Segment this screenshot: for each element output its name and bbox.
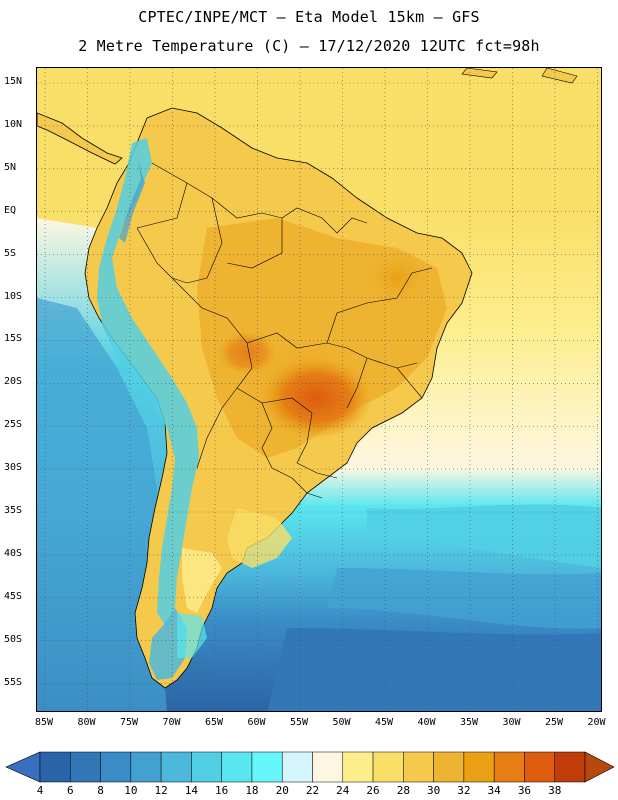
colorbar-tick-label: 4 xyxy=(36,784,44,797)
lat-label: 10S xyxy=(4,290,23,302)
lat-label: 15S xyxy=(4,333,23,345)
colorbar-swatch xyxy=(312,751,344,783)
colorbar-tick-label: 32 xyxy=(457,784,471,797)
colorbar-tick-label: 38 xyxy=(548,784,562,797)
lat-label: 55S xyxy=(4,676,23,688)
colorbar-tick-label: 20 xyxy=(275,784,289,797)
colorbar-tick-label: 10 xyxy=(124,784,138,797)
lat-label: 5S xyxy=(4,247,17,259)
colorbar-swatch xyxy=(554,751,586,783)
colorbar-under-arrow xyxy=(5,751,41,783)
colorbar-tick-label: 34 xyxy=(487,784,501,797)
colorbar-tick-label: 30 xyxy=(426,784,441,797)
lon-label: 55W xyxy=(289,717,309,728)
lat-label: EQ xyxy=(4,204,17,216)
colorbar-swatch xyxy=(493,751,525,783)
lon-label: 70W xyxy=(162,717,181,728)
colorbar-swatch xyxy=(39,751,71,783)
colorbar-tick-label: 14 xyxy=(184,784,198,797)
colorbar-swatch xyxy=(100,751,132,783)
lon-label: 20W xyxy=(587,717,606,728)
colorbar-swatch xyxy=(281,751,313,783)
colorbar-tick-label: 36 xyxy=(517,784,532,797)
lat-label: 40S xyxy=(4,547,23,559)
lat-label: 30S xyxy=(4,462,23,474)
colorbar-swatch xyxy=(372,751,404,783)
map-subtitle: 2 Metre Temperature (C) – 17/12/2020 12U… xyxy=(78,37,540,55)
lat-label: 10N xyxy=(4,118,23,130)
lon-label: 80W xyxy=(77,717,96,728)
map-panel[interactable] xyxy=(36,67,602,712)
colorbar-swatch xyxy=(403,751,434,783)
andes-cold-strip xyxy=(97,138,199,628)
country-borders xyxy=(136,162,433,499)
lat-label: 25S xyxy=(4,419,23,431)
colorbar-over-arrow xyxy=(584,751,615,783)
lat-label: 20S xyxy=(4,376,23,388)
lat-label: 45S xyxy=(4,590,23,602)
lon-label: 60W xyxy=(247,717,266,728)
lon-label: 40W xyxy=(417,717,436,728)
map-title: CPTEC/INPE/MCT – Eta Model 15km – GFS xyxy=(138,8,480,26)
colorbar-swatch xyxy=(70,751,101,783)
colorbar-tick-label: 26 xyxy=(366,784,380,797)
lat-label: 35S xyxy=(4,505,23,516)
colorbar-swatch xyxy=(130,751,162,783)
lon-label: 85W xyxy=(34,717,54,728)
lon-label: 65W xyxy=(204,717,224,728)
colorbar-tick-label: 6 xyxy=(66,784,74,797)
colorbar-tick-label: 18 xyxy=(245,784,259,797)
lon-label: 35W xyxy=(459,717,479,728)
lon-label: 45W xyxy=(374,717,394,728)
lat-label: 5N xyxy=(4,161,17,173)
central-america-land xyxy=(37,112,123,165)
hot-spot-paraguay-mato-grosso xyxy=(262,358,372,438)
lat-label: 15N xyxy=(4,76,23,87)
colorbar-tick-label: 24 xyxy=(336,784,350,797)
lon-label: 75W xyxy=(119,717,139,728)
colorbar-tick-label: 16 xyxy=(215,784,229,797)
colorbar-swatch xyxy=(524,751,555,783)
lon-label: 50W xyxy=(332,717,351,728)
colorbar-swatch xyxy=(251,751,283,783)
colorbar-swatch xyxy=(342,751,374,783)
colorbar-swatch xyxy=(160,751,192,783)
temperature-map[interactable] xyxy=(37,68,602,712)
colorbar-tick-label: 8 xyxy=(97,784,104,797)
colorbar-tick-label: 22 xyxy=(305,784,320,797)
colorbar-swatch xyxy=(191,751,222,783)
temperature-colorbar xyxy=(5,751,615,783)
lon-label: 30W xyxy=(502,717,521,728)
colorbar-tick-label: 12 xyxy=(154,784,168,797)
colorbar-swatch xyxy=(221,751,253,783)
colorbar-swatch xyxy=(463,751,495,783)
colorbar-tick-label: 28 xyxy=(396,784,410,797)
colorbar-swatch xyxy=(433,751,465,783)
lat-label: 50S xyxy=(4,633,23,645)
lon-label: 25W xyxy=(544,717,564,728)
